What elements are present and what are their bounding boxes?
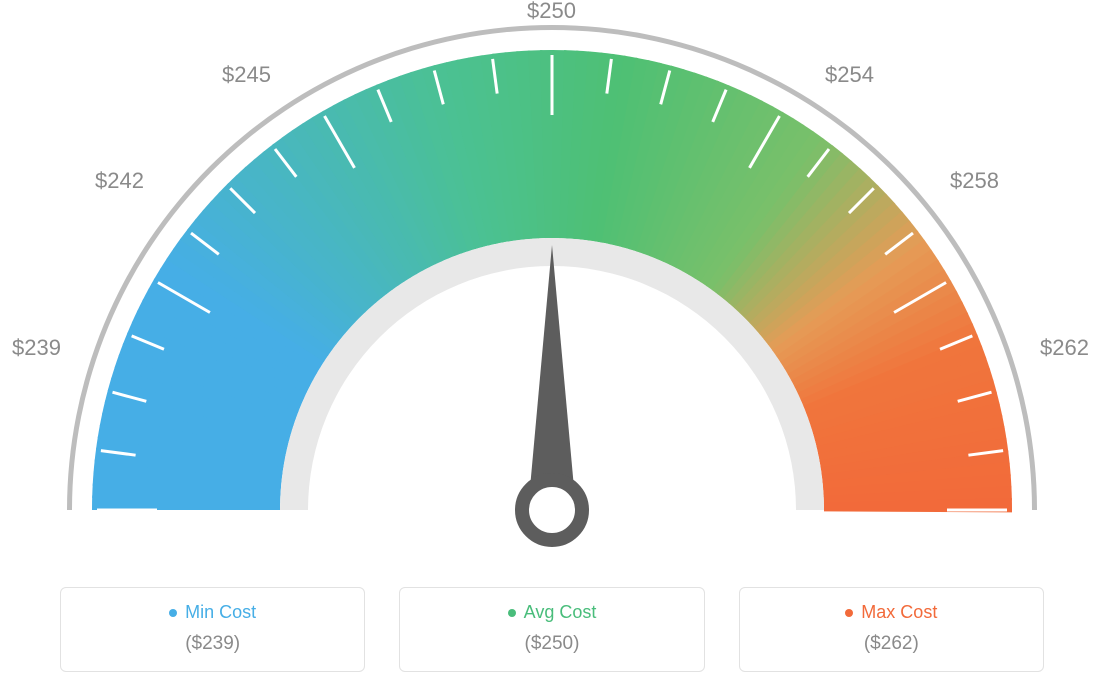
gauge-tick-label: $254 (825, 62, 874, 88)
gauge-chart: $239 $242 $245 $250 $254 $258 $262 (0, 0, 1104, 560)
legend-card-avg: Avg Cost ($250) (399, 587, 704, 672)
legend-label-text-min: Min Cost (185, 602, 256, 623)
legend-row: Min Cost ($239) Avg Cost ($250) Max Cost… (0, 587, 1104, 672)
legend-value-max: ($262) (750, 633, 1033, 655)
legend-label-text-avg: Avg Cost (524, 602, 597, 623)
gauge-tick-label: $239 (12, 335, 61, 361)
legend-dot-avg (508, 609, 516, 617)
legend-card-min: Min Cost ($239) (60, 587, 365, 672)
legend-card-max: Max Cost ($262) (739, 587, 1044, 672)
legend-label-text-max: Max Cost (861, 602, 937, 623)
gauge-tick-label: $258 (950, 168, 999, 194)
gauge-svg (0, 0, 1104, 560)
legend-dot-max (845, 609, 853, 617)
legend-label-min: Min Cost (169, 602, 256, 623)
legend-label-max: Max Cost (845, 602, 937, 623)
gauge-tick-label: $250 (527, 0, 576, 24)
gauge-tick-label: $262 (1040, 335, 1089, 361)
gauge-tick-label: $245 (222, 62, 271, 88)
legend-value-min: ($239) (71, 633, 354, 655)
legend-dot-min (169, 609, 177, 617)
gauge-tick-label: $242 (95, 168, 144, 194)
legend-value-avg: ($250) (410, 633, 693, 655)
legend-label-avg: Avg Cost (508, 602, 597, 623)
